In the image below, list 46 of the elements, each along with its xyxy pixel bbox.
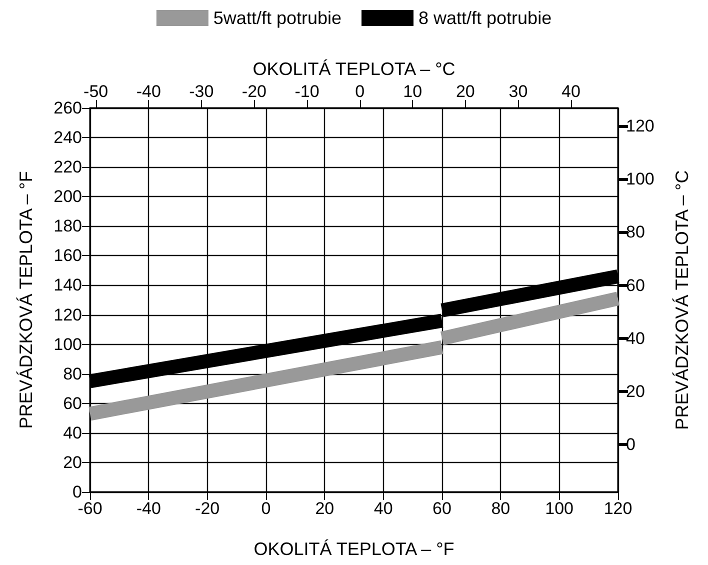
y-tick-label: 240 — [54, 128, 82, 148]
x-tick-label: 60 — [432, 499, 452, 518]
legend-label: 5watt/ft potrubie — [213, 8, 342, 28]
y2-axis-title: PREVÁDZKOVÁ TEPLOTA – °C — [672, 170, 692, 430]
x2-tick-label: -40 — [136, 82, 161, 101]
x-tick-label: 120 — [604, 499, 632, 518]
y2-tick-label: 80 — [626, 222, 645, 242]
y-tick-label: 220 — [54, 158, 82, 177]
y-axis-title: PREVÁDZKOVÁ TEPLOTA – °F — [16, 171, 36, 429]
x-tick-label: 0 — [261, 499, 271, 518]
y2-tick-label: 120 — [626, 116, 654, 136]
x-tick-label: 20 — [315, 499, 334, 518]
x2-tick-label: 20 — [456, 82, 475, 101]
y2-tick-label: 60 — [626, 276, 645, 295]
x-tick-label: -60 — [78, 499, 102, 518]
y2-tick-label: 40 — [626, 328, 645, 348]
x2-tick-label: 30 — [508, 82, 528, 101]
x-tick-label: 80 — [491, 499, 510, 518]
x2-tick-label: 40 — [562, 82, 580, 101]
y-tick-label: 120 — [54, 305, 82, 324]
y2-tick-label: 20 — [626, 382, 645, 402]
y-tick-label: 160 — [54, 246, 82, 266]
y-tick-label: 40 — [63, 423, 82, 442]
x2-tick-label: 10 — [403, 82, 422, 101]
y-tick-label: 20 — [63, 452, 82, 472]
y-tick-label: 180 — [54, 216, 82, 236]
y-tick-label: 0 — [72, 482, 82, 502]
x2-tick-label: -30 — [189, 82, 214, 101]
y2-tick-label: 100 — [626, 169, 654, 188]
x2-tick-label: -20 — [242, 82, 266, 101]
x2-tick-label: -10 — [294, 82, 320, 101]
x2-tick-label: 0 — [355, 82, 365, 101]
y-tick-label: 100 — [54, 334, 82, 354]
y-tick-label: 60 — [63, 394, 82, 413]
x-axis-title: OKOLITÁ TEPLOTA – °F — [254, 539, 454, 559]
legend-label: 8 watt/ft potrubie — [418, 8, 552, 28]
y-tick-label: 140 — [54, 276, 82, 295]
x2-axis-title: OKOLITÁ TEPLOTA – °C — [252, 59, 456, 79]
x-tick-label: -40 — [136, 499, 161, 518]
y-tick-label: 80 — [63, 364, 82, 384]
x-tick-label: 100 — [545, 499, 574, 518]
x2-tick-label: -50 — [84, 82, 108, 101]
y-tick-label: 200 — [54, 187, 82, 206]
y-tick-label: 260 — [54, 98, 82, 118]
x-tick-label: -20 — [195, 499, 220, 518]
x-tick-label: 40 — [374, 499, 393, 518]
